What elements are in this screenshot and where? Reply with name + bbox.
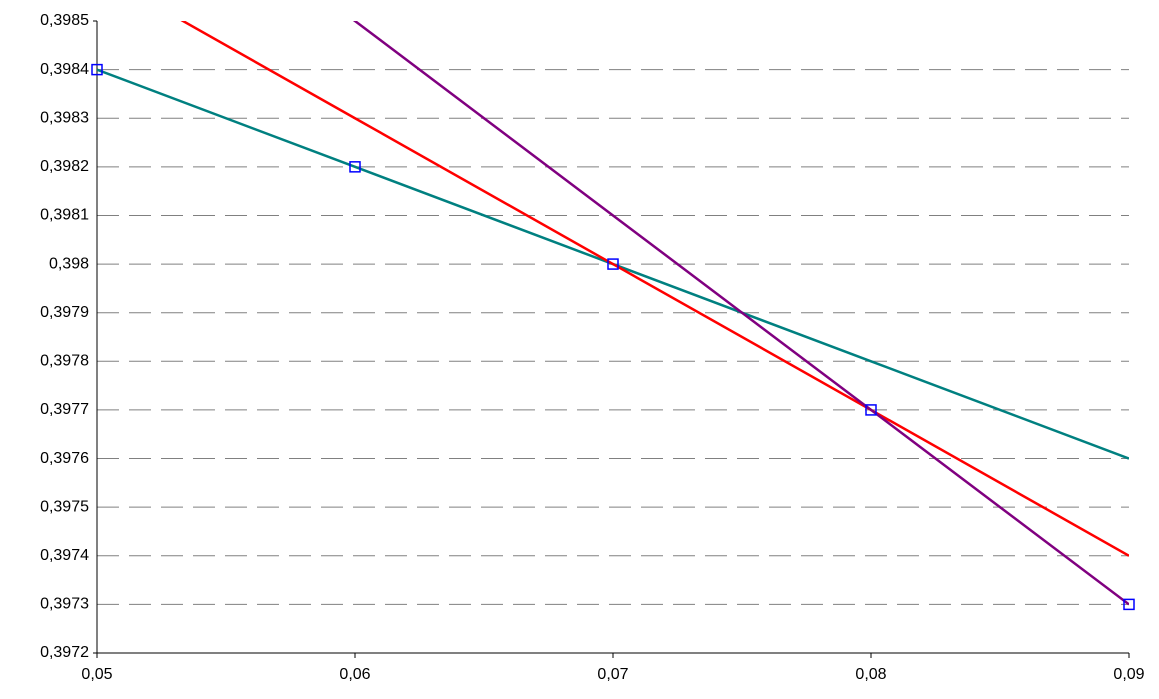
x-tick-label: 0,09 (1113, 666, 1144, 683)
y-tick-label: 0,3972 (40, 644, 89, 661)
grid (93, 20, 1130, 658)
x-tick-label: 0,07 (597, 666, 628, 683)
marker (865, 404, 877, 416)
y-tick-label: 0,3983 (40, 109, 89, 126)
y-tick-label: 0,3981 (40, 207, 89, 224)
y-tick-label: 0,3985 (40, 12, 89, 29)
marker (607, 258, 619, 270)
y-tick-label: 0,3979 (40, 304, 89, 321)
y-tick-label: 0,3974 (40, 547, 89, 564)
tick-labels: 0,3972 0,3973 0,3974 0,3975 0,3976 0,3977 0,39… (40, 12, 1145, 683)
plot-area (97, 21, 1129, 606)
series-line (180, 21, 1129, 557)
y-tick-label: 0,3975 (40, 498, 89, 515)
markers (91, 63, 1135, 611)
x-tick-label: 0,05 (81, 666, 112, 683)
y-tick-label: 0,3973 (40, 596, 89, 613)
y-tick-label: 0,398 (49, 255, 89, 272)
x-tick-label: 0,08 (855, 666, 886, 683)
marker (349, 161, 361, 173)
marker (91, 63, 103, 76)
x-tick-label: 0,06 (339, 666, 370, 683)
marker (1123, 598, 1135, 611)
y-tick-label: 0,3982 (40, 158, 89, 175)
series-line (352, 21, 1129, 606)
y-tick-label: 0,3978 (40, 353, 89, 370)
y-tick-label: 0,3976 (40, 450, 89, 467)
y-tick-label: 0,3984 (40, 61, 89, 78)
y-tick-label: 0,3977 (40, 401, 89, 418)
